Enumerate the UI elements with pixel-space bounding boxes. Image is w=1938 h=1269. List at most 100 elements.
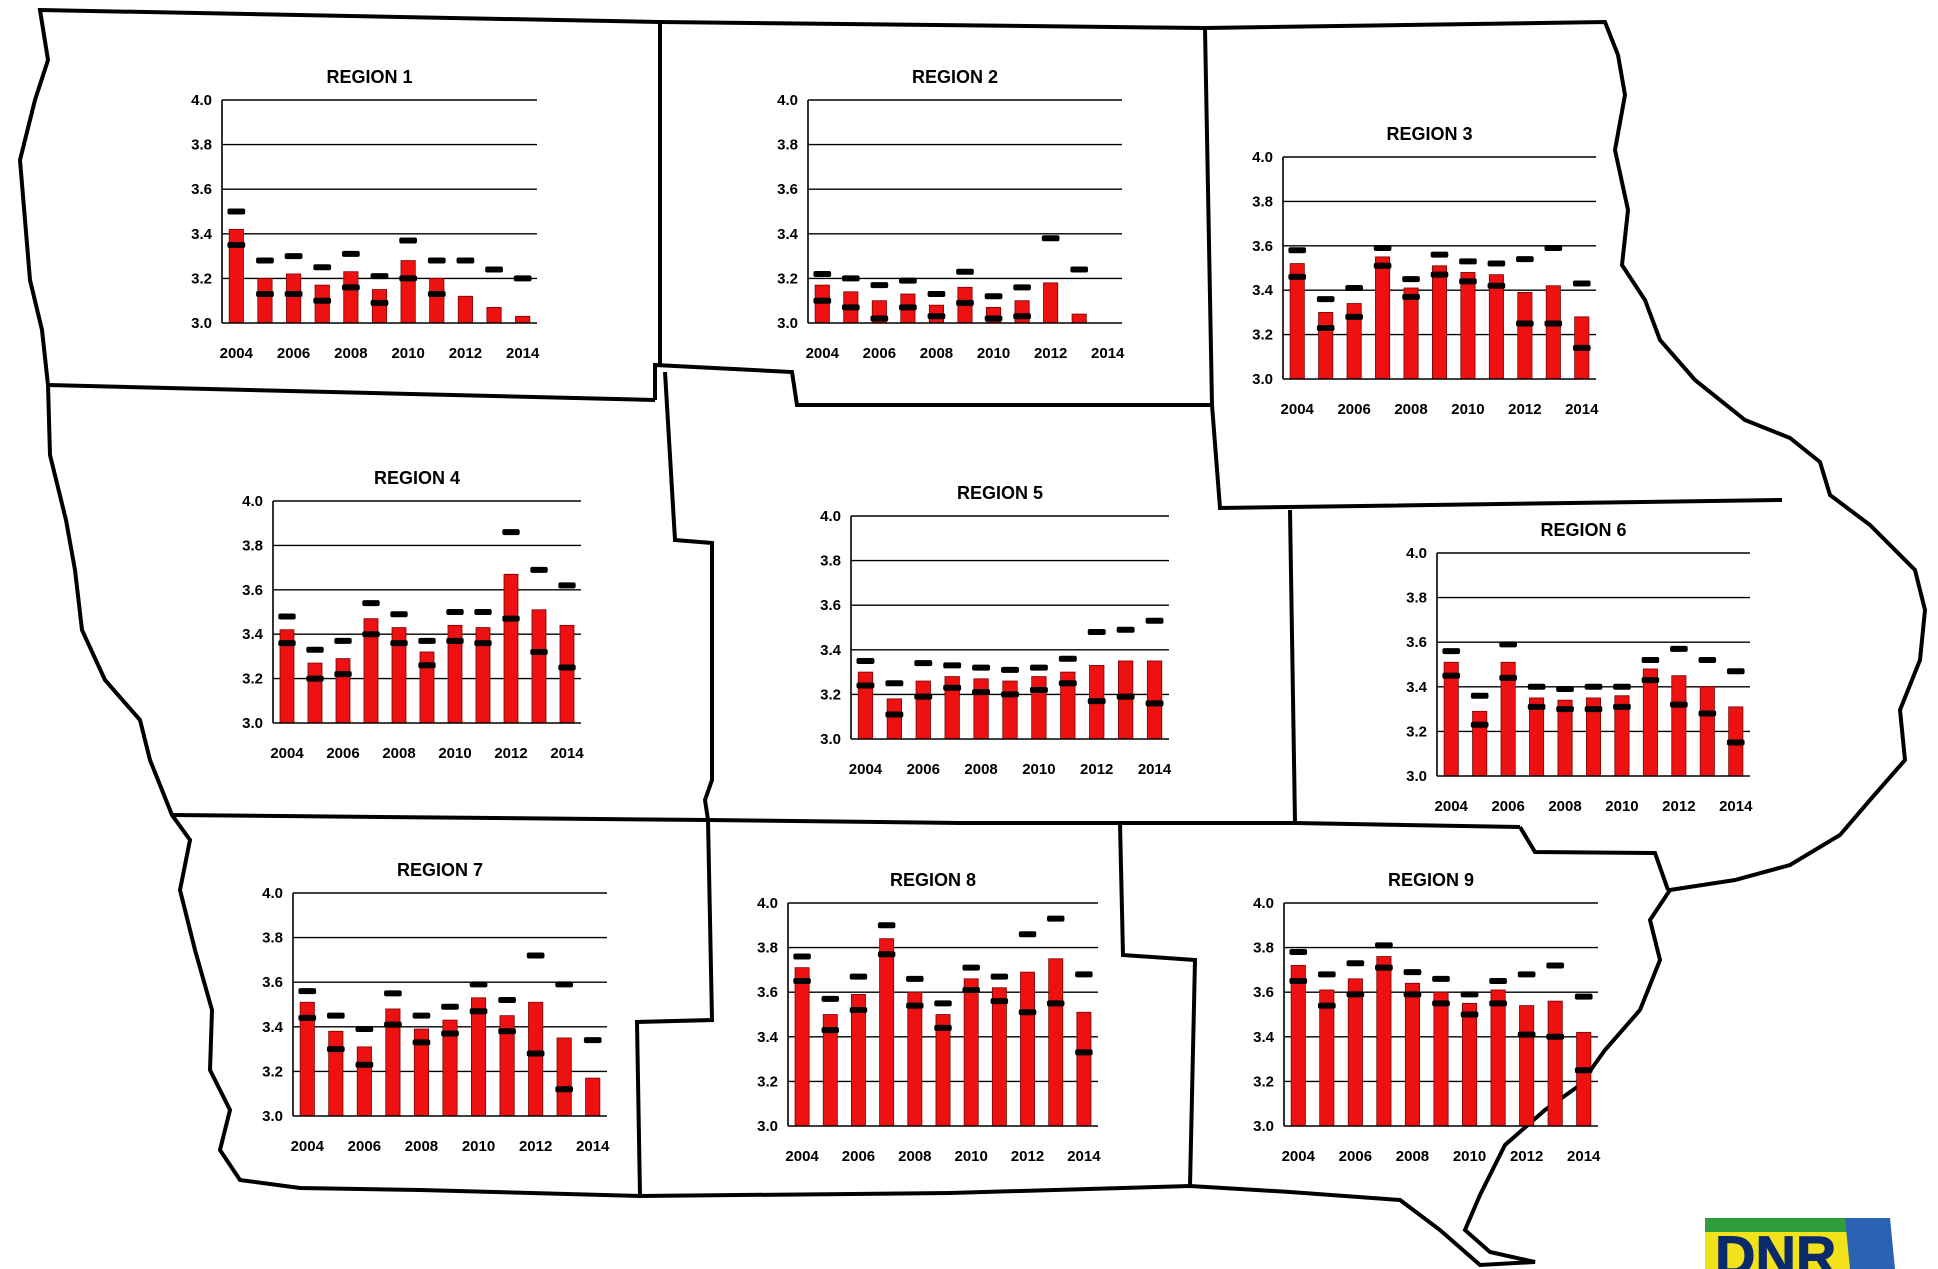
lower-marker	[842, 304, 860, 310]
x-tick-label: 2008	[1396, 1148, 1429, 1165]
upper-marker	[555, 981, 573, 987]
upper-marker	[822, 996, 839, 1002]
x-tick-label: 2010	[462, 1138, 495, 1155]
upper-marker	[418, 638, 435, 644]
upper-marker	[842, 275, 860, 281]
y-tick-label: 3.8	[262, 930, 283, 947]
y-tick-label: 3.2	[1406, 723, 1427, 740]
chart-title: REGION 5	[957, 483, 1043, 503]
bar	[1147, 661, 1161, 739]
chart-title: REGION 1	[326, 67, 412, 87]
lower-marker	[1516, 321, 1534, 327]
bar	[1461, 272, 1475, 379]
x-tick-label: 2012	[1508, 401, 1541, 418]
lower-marker	[1347, 991, 1365, 997]
lower-marker	[1471, 722, 1489, 728]
upper-marker	[1516, 256, 1534, 262]
bar	[1700, 687, 1714, 776]
y-tick-label: 4.0	[757, 895, 778, 912]
lower-marker	[474, 640, 491, 646]
y-tick-label: 3.4	[1252, 282, 1274, 299]
y-tick-label: 3.0	[1252, 371, 1273, 388]
x-tick-label: 2008	[920, 345, 953, 362]
chart-title: REGION 8	[890, 870, 976, 890]
bar	[916, 681, 930, 739]
upper-marker	[584, 1037, 602, 1043]
upper-marker	[956, 269, 974, 275]
lower-marker	[470, 1008, 488, 1014]
y-tick-label: 3.8	[820, 553, 841, 570]
x-tick-label: 2008	[382, 745, 415, 762]
y-tick-label: 3.4	[1406, 679, 1428, 696]
lower-marker	[1001, 691, 1019, 697]
y-tick-label: 3.6	[777, 181, 798, 198]
lower-marker	[413, 1039, 431, 1045]
bar	[1077, 1012, 1091, 1126]
lower-marker	[342, 284, 360, 290]
y-tick-label: 3.8	[1406, 590, 1427, 607]
bar	[344, 272, 358, 323]
x-tick-label: 2012	[494, 745, 527, 762]
upper-marker	[390, 611, 407, 617]
y-tick-label: 3.0	[777, 315, 798, 332]
lower-marker	[1374, 263, 1392, 269]
bar	[964, 979, 978, 1126]
upper-marker	[972, 665, 990, 671]
y-tick-label: 3.6	[262, 974, 283, 991]
lower-marker	[1642, 677, 1660, 683]
upper-marker	[962, 965, 979, 971]
upper-marker	[991, 974, 1008, 980]
lower-marker	[1345, 314, 1363, 320]
x-tick-label: 2012	[1662, 798, 1695, 815]
x-tick-label: 2012	[1011, 1148, 1044, 1165]
bar	[1291, 965, 1305, 1126]
x-tick-label: 2014	[1091, 345, 1125, 362]
y-tick-label: 3.2	[777, 270, 798, 287]
lower-marker	[278, 640, 295, 646]
lower-marker	[813, 298, 831, 304]
lower-marker	[1575, 1067, 1593, 1073]
y-tick-label: 3.0	[191, 315, 212, 332]
upper-marker	[878, 922, 895, 928]
y-tick-label: 3.4	[820, 642, 842, 659]
chart-title: REGION 7	[397, 860, 483, 880]
lower-marker	[985, 316, 1003, 322]
bar	[1444, 662, 1458, 776]
x-tick-label: 2008	[1548, 798, 1581, 815]
upper-marker	[1670, 646, 1688, 652]
chart-title: REGION 9	[1388, 870, 1474, 890]
lower-marker	[822, 1027, 839, 1033]
y-tick-label: 3.8	[1253, 940, 1274, 957]
lower-marker	[962, 987, 979, 993]
lower-marker	[558, 665, 575, 671]
lower-marker	[1375, 965, 1393, 971]
lower-marker	[418, 662, 435, 668]
upper-marker	[1489, 978, 1507, 984]
region-8-chart: REGION 8 3.0 3.2 3.4 3.6 3.8 4.0 2004 2006 2008 20…	[757, 870, 1101, 1165]
lower-marker	[991, 998, 1008, 1004]
lower-marker	[885, 711, 903, 717]
x-tick-label: 2006	[1337, 401, 1370, 418]
upper-marker	[1059, 656, 1077, 662]
x-tick-label: 2014	[1719, 798, 1753, 815]
upper-marker	[1042, 235, 1060, 241]
bar	[936, 1015, 950, 1127]
bar	[258, 278, 272, 323]
bar	[1320, 990, 1334, 1126]
upper-marker	[334, 638, 351, 644]
region-1-chart: REGION 1 3.0 3.2 3.4 3.6 3.8 4.0 2004 2006 2008 20…	[191, 67, 540, 362]
lower-marker	[428, 291, 446, 297]
lower-marker	[1461, 1012, 1479, 1018]
lower-marker	[1047, 1000, 1064, 1006]
bar	[458, 296, 472, 323]
bar	[1546, 286, 1560, 379]
upper-marker	[342, 251, 360, 257]
bar	[329, 1031, 343, 1116]
upper-marker	[1088, 629, 1106, 635]
lower-marker	[1146, 700, 1164, 706]
bar	[586, 1078, 600, 1116]
upper-marker	[1345, 285, 1363, 291]
upper-marker	[1431, 252, 1449, 258]
x-tick-label: 2010	[954, 1148, 987, 1165]
